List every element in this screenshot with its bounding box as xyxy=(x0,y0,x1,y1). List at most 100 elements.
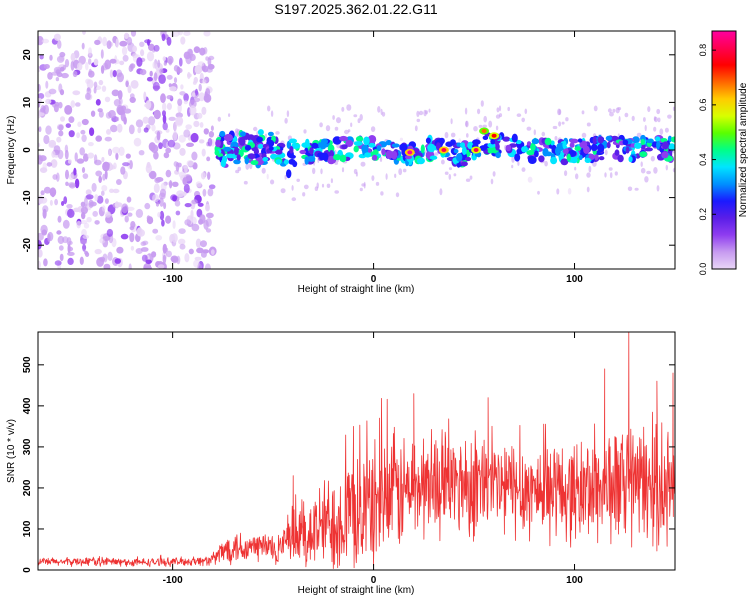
heatmap-cell xyxy=(516,113,522,117)
heatmap-cell xyxy=(143,127,149,133)
heatmap-cell xyxy=(634,142,642,149)
heatmap-cell xyxy=(565,117,569,122)
heatmap-cell xyxy=(52,174,58,180)
heatmap-cell xyxy=(152,194,160,203)
heatmap-cell xyxy=(385,173,388,180)
heatmap-cell xyxy=(268,146,274,151)
heatmap-cell xyxy=(267,131,274,137)
heatmap-cell xyxy=(121,203,129,214)
heatmap-cell xyxy=(81,167,86,173)
heatmap-cell xyxy=(314,186,319,191)
heatmap-cell xyxy=(208,184,216,190)
heatmap-cell xyxy=(646,138,654,144)
heatmap-cell xyxy=(68,116,75,123)
heatmap-cell xyxy=(162,122,168,131)
heatmap-cell xyxy=(101,156,105,163)
heatmap-cell xyxy=(129,232,135,243)
heatmap-cell xyxy=(147,39,150,46)
heatmap-cell xyxy=(100,49,104,59)
heatmap-cell xyxy=(207,171,211,180)
heatmap-cell xyxy=(355,171,358,177)
heatmap-hotspot xyxy=(491,133,497,138)
heatmap-cell xyxy=(537,190,540,195)
heatmap-cell xyxy=(81,134,87,143)
heatmap-cell xyxy=(102,62,109,71)
heatmap-cell xyxy=(172,181,179,187)
heatmap-cell xyxy=(70,60,75,71)
heatmap-cell xyxy=(51,150,56,158)
heatmap-cell xyxy=(566,153,571,162)
heatmap-cell xyxy=(74,178,80,189)
heatmap-cell xyxy=(534,150,539,158)
heatmap-cell xyxy=(145,259,152,265)
heatmap-cell xyxy=(465,156,472,162)
heatmap-cell xyxy=(495,114,501,119)
heatmap-cell xyxy=(644,147,653,152)
heatmap-cell xyxy=(363,181,366,189)
heatmap-cell xyxy=(244,144,252,151)
heatmap-cell xyxy=(153,109,161,120)
heatmap-cell xyxy=(112,188,120,194)
colorbar-ticks: 0.0 0.2 0.4 0.6 0.8 xyxy=(698,44,716,275)
heatmap-cell xyxy=(106,228,114,237)
heatmap-cell xyxy=(129,160,133,170)
heatmap-cell xyxy=(586,172,591,178)
heatmap-cell xyxy=(49,187,57,197)
heatmap-cell xyxy=(198,83,202,92)
heatmap-cell xyxy=(608,167,613,171)
heatmap-cell xyxy=(58,124,64,131)
heatmap-cell xyxy=(38,249,43,258)
heatmap-cell xyxy=(38,93,45,100)
heatmap-cell xyxy=(94,194,99,202)
colorbar-tick-label: 0.2 xyxy=(698,208,708,221)
heatmap-cell xyxy=(112,146,120,154)
heatmap-cell xyxy=(465,178,471,182)
heatmap-cell xyxy=(85,61,89,71)
y-tick-label: 0 xyxy=(22,147,33,153)
heatmap-cell xyxy=(289,146,294,154)
spectrogram-y-label: Frequency (Hz) xyxy=(6,116,17,185)
heatmap-cell xyxy=(92,210,98,217)
heatmap-cell xyxy=(482,135,489,140)
heatmap-cell xyxy=(203,47,208,55)
heatmap-cell xyxy=(204,96,210,102)
heatmap-cell xyxy=(284,174,287,180)
heatmap-cell xyxy=(88,142,94,147)
heatmap-cell xyxy=(567,188,572,195)
heatmap-cell xyxy=(130,245,135,251)
heatmap-cell xyxy=(416,157,425,165)
heatmap-cell xyxy=(670,136,675,143)
heatmap-cell xyxy=(473,126,478,132)
snr-x-ticks: -100 0 100 xyxy=(163,332,583,586)
heatmap-cell xyxy=(159,197,164,207)
heatmap-cell xyxy=(477,108,481,115)
heatmap-cell xyxy=(38,195,44,205)
heatmap-cell xyxy=(68,130,75,138)
heatmap-cell xyxy=(136,227,143,237)
heatmap-cell xyxy=(76,158,85,164)
heatmap-cell xyxy=(147,116,156,126)
x-tick-label: 100 xyxy=(566,575,583,586)
heatmap-cell xyxy=(289,154,296,159)
heatmap-cell xyxy=(46,162,53,167)
heatmap-cell xyxy=(345,139,354,147)
heatmap-cell xyxy=(647,106,651,113)
heatmap-cell xyxy=(136,57,143,67)
heatmap-cell xyxy=(56,172,60,182)
heatmap-cell xyxy=(325,125,331,132)
heatmap-cell xyxy=(115,69,123,78)
heatmap-cell xyxy=(439,188,443,196)
heatmap-cell xyxy=(207,137,213,147)
heatmap-cell xyxy=(126,196,132,203)
heatmap-cell xyxy=(115,152,119,160)
heatmap-cell xyxy=(72,90,81,96)
heatmap-cell xyxy=(65,169,69,180)
heatmap-cell xyxy=(38,35,44,46)
heatmap-cell xyxy=(195,238,202,248)
heatmap-cell xyxy=(95,170,103,177)
heatmap-cell xyxy=(607,108,612,113)
heatmap-cell xyxy=(182,191,187,196)
heatmap-cell xyxy=(155,201,160,207)
heatmap-cell xyxy=(266,173,269,180)
heatmap-cell xyxy=(465,120,468,127)
